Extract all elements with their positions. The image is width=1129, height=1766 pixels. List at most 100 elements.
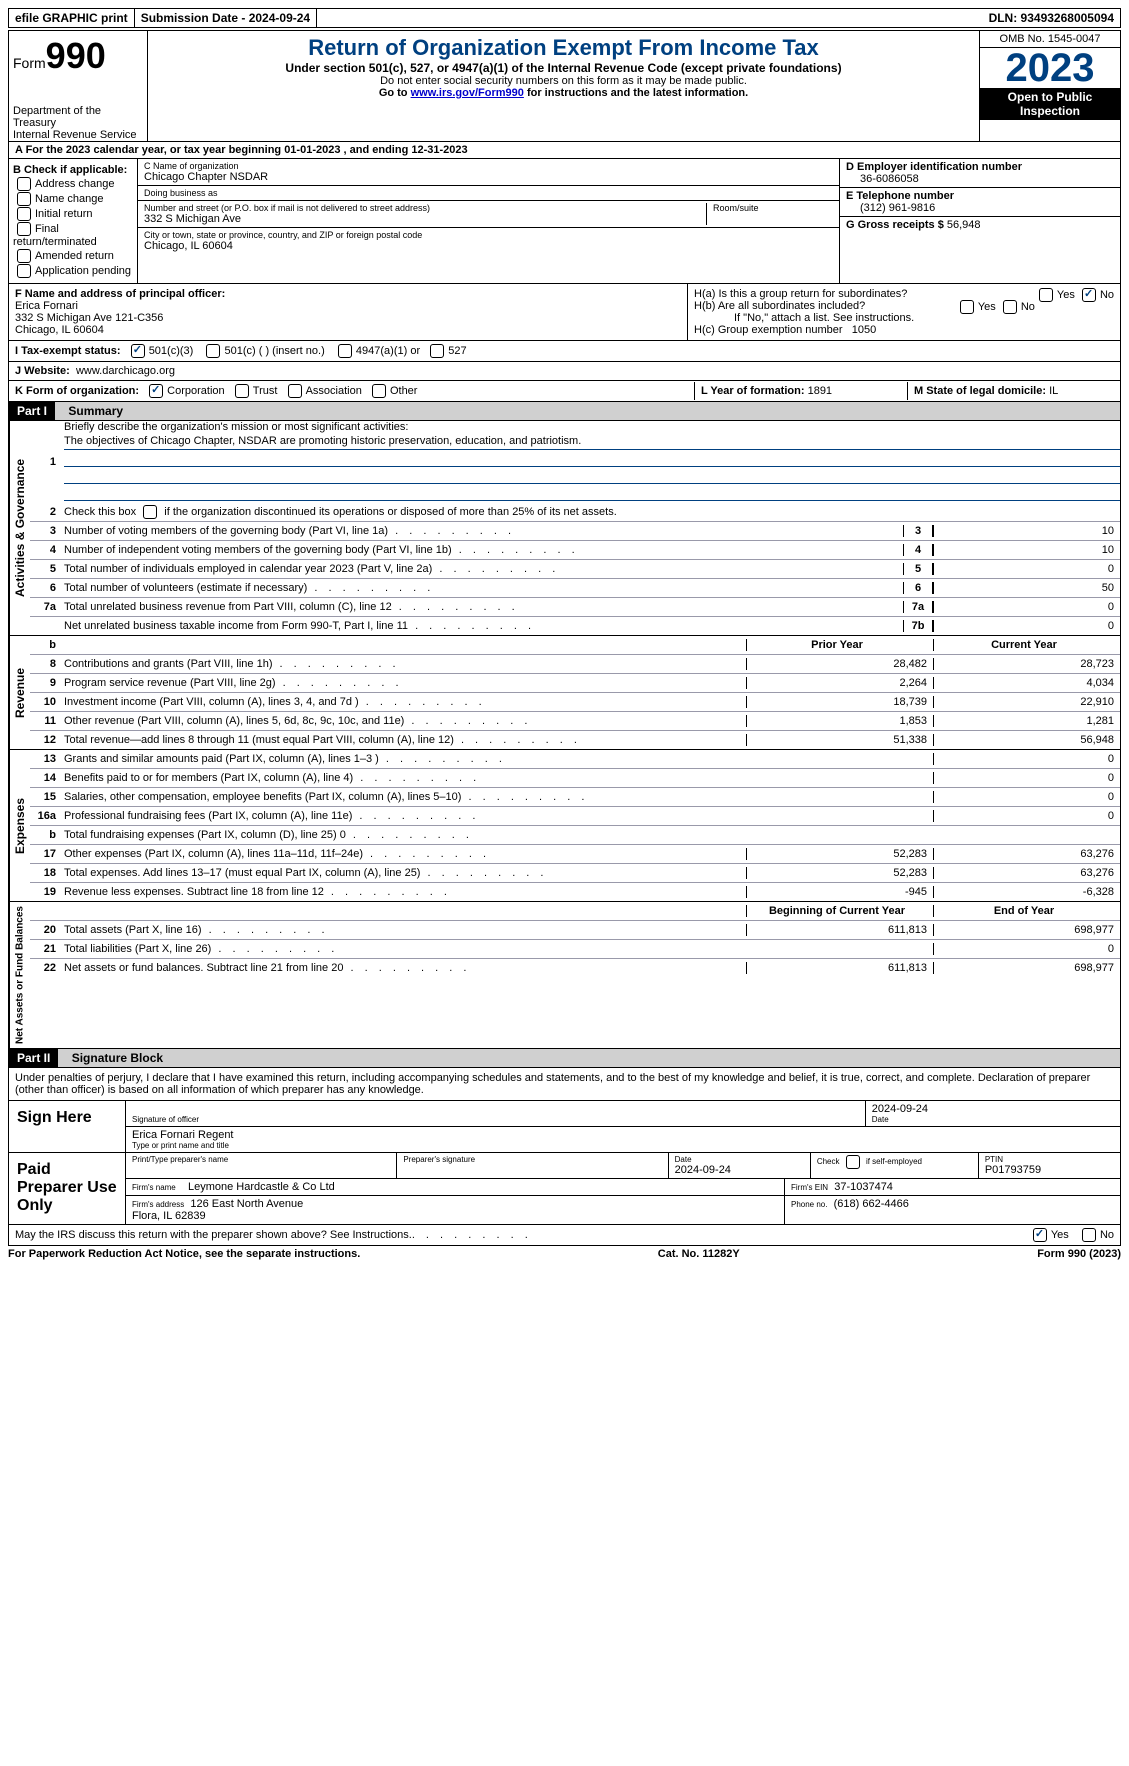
row-desc: Total fundraising expenses (Part IX, col… bbox=[60, 829, 746, 841]
ha-no-checkbox[interactable] bbox=[1082, 288, 1096, 302]
discuss-row: May the IRS discuss this return with the… bbox=[8, 1225, 1121, 1246]
summary-row: 17Other expenses (Part IX, column (A), l… bbox=[30, 845, 1120, 864]
firm-name: Leymone Hardcastle & Co Ltd bbox=[188, 1181, 335, 1193]
summary-row: 21Total liabilities (Part X, line 26) 0 bbox=[30, 940, 1120, 959]
room-label: Room/suite bbox=[713, 203, 833, 213]
4947-checkbox[interactable] bbox=[338, 344, 352, 358]
box-deg: D Employer identification number 36-6086… bbox=[839, 159, 1120, 283]
row-num: 14 bbox=[30, 772, 60, 784]
current-value: 56,948 bbox=[933, 734, 1120, 746]
row-value: 0 bbox=[933, 601, 1120, 613]
row-desc: Grants and similar amounts paid (Part IX… bbox=[60, 753, 746, 765]
hb-no-checkbox[interactable] bbox=[1003, 300, 1017, 314]
discuss-question: May the IRS discuss this return with the… bbox=[15, 1229, 412, 1241]
hb-yes-checkbox[interactable] bbox=[960, 300, 974, 314]
row-num: 13 bbox=[30, 753, 60, 765]
officer-typed-name: Erica Fornari Regent bbox=[132, 1129, 1114, 1141]
firm-name-label: Firm's name bbox=[132, 1183, 176, 1192]
corp-checkbox[interactable] bbox=[149, 384, 163, 398]
dba-label: Doing business as bbox=[144, 188, 833, 198]
net-side-label: Net Assets or Fund Balances bbox=[9, 902, 30, 1048]
summary-row: 10Investment income (Part VIII, column (… bbox=[30, 693, 1120, 712]
footer-form: 990 bbox=[1068, 1248, 1086, 1260]
street-address: 332 S Michigan Ave bbox=[144, 213, 706, 225]
ha-yes-checkbox[interactable] bbox=[1039, 288, 1053, 302]
current-value: 0 bbox=[933, 943, 1120, 955]
gross-label: G Gross receipts $ bbox=[846, 219, 944, 231]
expenses-side-label: Expenses bbox=[9, 750, 30, 901]
row-box: 7a bbox=[903, 601, 933, 613]
row-desc: Other expenses (Part IX, column (A), lin… bbox=[60, 848, 746, 860]
summary-row: 4Number of independent voting members of… bbox=[30, 541, 1120, 560]
prep-name-label: Print/Type preparer's name bbox=[132, 1155, 390, 1164]
row-desc: Net unrelated business taxable income fr… bbox=[60, 620, 903, 632]
prior-value: 611,813 bbox=[746, 924, 933, 936]
section-fh: F Name and address of principal officer:… bbox=[8, 284, 1121, 341]
self-employed-checkbox[interactable] bbox=[846, 1155, 860, 1169]
row-num: 21 bbox=[30, 943, 60, 955]
footer: For Paperwork Reduction Act Notice, see … bbox=[8, 1246, 1121, 1262]
527-checkbox[interactable] bbox=[430, 344, 444, 358]
other-checkbox[interactable] bbox=[372, 384, 386, 398]
row-desc: Total liabilities (Part X, line 26) bbox=[60, 943, 746, 955]
final-return-checkbox[interactable] bbox=[17, 222, 31, 236]
firm-phone: (618) 662-4466 bbox=[834, 1198, 909, 1210]
summary-row: 6Total number of volunteers (estimate if… bbox=[30, 579, 1120, 598]
app-pending-checkbox[interactable] bbox=[17, 264, 31, 278]
row-num: 7a bbox=[30, 601, 60, 613]
summary-row: 13Grants and similar amounts paid (Part … bbox=[30, 750, 1120, 769]
preparer-section: Paid Preparer Use Only Print/Type prepar… bbox=[8, 1153, 1121, 1225]
row-num: 4 bbox=[30, 544, 60, 556]
paperwork-notice: For Paperwork Reduction Act Notice, see … bbox=[8, 1248, 360, 1260]
row-box: 5 bbox=[903, 563, 933, 575]
summary-row: 15Salaries, other compensation, employee… bbox=[30, 788, 1120, 807]
current-value: 4,034 bbox=[933, 677, 1120, 689]
sign-here-section: Sign Here Signature of officer 2024-09-2… bbox=[8, 1101, 1121, 1153]
revenue-side-label: Revenue bbox=[9, 636, 30, 749]
row-desc: Investment income (Part VIII, column (A)… bbox=[60, 696, 746, 708]
submission-date: Submission Date - 2024-09-24 bbox=[135, 9, 317, 27]
501c-checkbox[interactable] bbox=[206, 344, 220, 358]
discuss-no-checkbox[interactable] bbox=[1082, 1228, 1096, 1242]
prep-date-label: Date bbox=[675, 1155, 804, 1164]
row-desc: Professional fundraising fees (Part IX, … bbox=[60, 810, 746, 822]
discontinued-checkbox[interactable] bbox=[143, 505, 157, 519]
org-name: Chicago Chapter NSDAR bbox=[144, 171, 833, 183]
tax-year: 2023 bbox=[980, 48, 1120, 88]
part-i-bar: Part I Summary bbox=[8, 402, 1121, 421]
discuss-yes-checkbox[interactable] bbox=[1033, 1228, 1047, 1242]
row-desc: Total number of volunteers (estimate if … bbox=[60, 582, 903, 594]
summary-row: 7aTotal unrelated business revenue from … bbox=[30, 598, 1120, 617]
addr-change-checkbox[interactable] bbox=[17, 177, 31, 191]
current-value: 0 bbox=[933, 772, 1120, 784]
initial-return-checkbox[interactable] bbox=[17, 207, 31, 221]
inspection-label: Open to Public Inspection bbox=[980, 88, 1120, 120]
year-formed-value: 1891 bbox=[808, 385, 832, 397]
website-label: J Website: bbox=[15, 365, 70, 377]
amended-return-checkbox[interactable] bbox=[17, 249, 31, 263]
header-left: Form990 Department of the Treasury Inter… bbox=[9, 31, 148, 141]
header: Form990 Department of the Treasury Inter… bbox=[8, 30, 1121, 142]
name-change-checkbox[interactable] bbox=[17, 192, 31, 206]
preparer-label: Paid Preparer Use Only bbox=[9, 1153, 126, 1224]
hc-label: H(c) Group exemption number bbox=[694, 324, 843, 336]
row-desc: Total assets (Part X, line 16) bbox=[60, 924, 746, 936]
current-value: 0 bbox=[933, 810, 1120, 822]
row-box: 3 bbox=[903, 525, 933, 537]
current-value: 0 bbox=[933, 791, 1120, 803]
dept-label: Department of the Treasury Internal Reve… bbox=[13, 105, 143, 141]
trust-checkbox[interactable] bbox=[235, 384, 249, 398]
subtitle: Under section 501(c), 527, or 4947(a)(1)… bbox=[152, 61, 975, 75]
current-value: 22,910 bbox=[933, 696, 1120, 708]
irs-link[interactable]: www.irs.gov/Form990 bbox=[411, 87, 524, 99]
part-ii-bar: Part II Signature Block bbox=[8, 1049, 1121, 1068]
summary-row: 9Program service revenue (Part VIII, lin… bbox=[30, 674, 1120, 693]
501c3-checkbox[interactable] bbox=[131, 344, 145, 358]
hc-value: 1050 bbox=[852, 324, 876, 336]
prior-value: 1,853 bbox=[746, 715, 933, 727]
firm-ein-label: Firm's EIN bbox=[791, 1183, 828, 1192]
row-num: 3 bbox=[30, 525, 60, 537]
firm-phone-label: Phone no. bbox=[791, 1200, 827, 1209]
tax-exempt-row: I Tax-exempt status: 501(c)(3) 501(c) ( … bbox=[8, 341, 1121, 362]
assoc-checkbox[interactable] bbox=[288, 384, 302, 398]
